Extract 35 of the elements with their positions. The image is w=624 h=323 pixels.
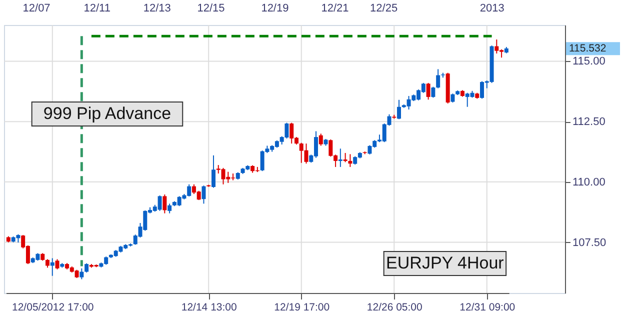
text: 12/25 xyxy=(370,2,398,14)
x-tick-label: 12/19 17:00 xyxy=(274,302,330,314)
text: 12/11 xyxy=(84,2,110,14)
text: 12/13 xyxy=(143,2,171,14)
candlestick xyxy=(431,86,436,98)
y-tick-label: 112.50 xyxy=(572,116,606,128)
candlestick xyxy=(202,185,206,204)
text: 2013 xyxy=(480,2,504,14)
candlestick xyxy=(80,268,84,280)
candlestick xyxy=(426,82,430,100)
annotation: EURJPY 4Hour xyxy=(386,254,504,273)
y-tick-label: 110.00 xyxy=(572,176,606,188)
text: 12/15 xyxy=(197,2,225,14)
candlestick xyxy=(318,133,323,146)
text: 12/19 xyxy=(261,2,289,14)
y-tick-label: 115.00 xyxy=(572,56,606,68)
x-tick-label: 12/05/2012 17:00 xyxy=(12,302,94,314)
candlestick xyxy=(211,154,216,188)
candlestick xyxy=(397,99,402,120)
text: 12/21 xyxy=(321,2,349,14)
candlestick xyxy=(436,68,440,89)
candlestick xyxy=(84,262,89,273)
text: 12/07 xyxy=(22,2,50,14)
candlestick xyxy=(338,148,342,168)
candlestick xyxy=(55,258,60,270)
candlestick xyxy=(168,203,172,214)
candlestick xyxy=(343,152,348,163)
y-tick-label: 107.50 xyxy=(572,236,606,249)
x-tick-label: 12/31 09:00 xyxy=(460,302,516,314)
x-tick-label: 12/14 13:00 xyxy=(181,302,238,314)
x-tick-label: 12/26 05:00 xyxy=(366,302,423,314)
candlestick xyxy=(162,194,167,214)
annotation: 999 Pip Advance xyxy=(43,104,172,123)
candlestick xyxy=(348,154,352,168)
text: 115.532 xyxy=(569,42,606,55)
